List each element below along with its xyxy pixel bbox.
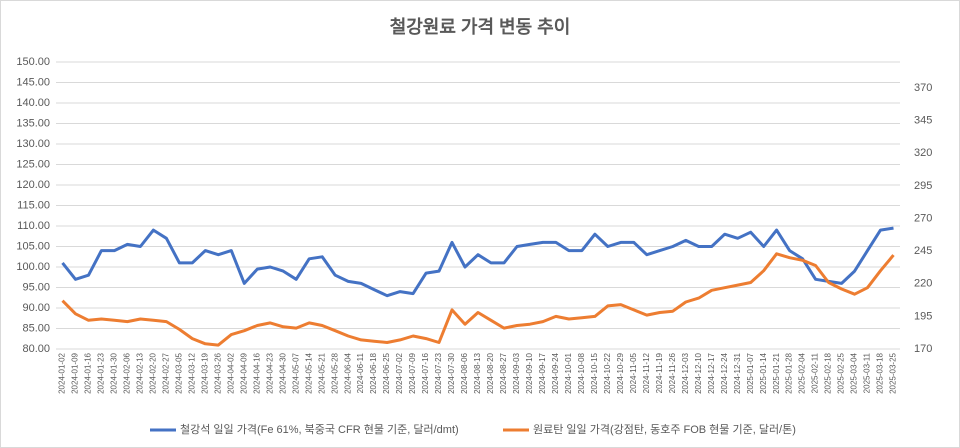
x-tick-label: 2024-10-01: [564, 352, 573, 393]
x-tick-label: 2024-04-09: [239, 352, 248, 393]
x-tick-label: 2024-07-09: [408, 352, 417, 393]
x-tick-label: 2024-01-02: [58, 352, 67, 393]
x-tick-label: 2024-10-08: [577, 352, 586, 393]
y-tick-label: 105.00: [16, 240, 50, 252]
x-tick-label: 2024-12-24: [720, 352, 729, 393]
x-tick-label: 2025-02-18: [824, 352, 833, 393]
x-tick-label: 2024-12-03: [681, 352, 690, 393]
y2-tick-label: 270: [914, 212, 932, 224]
y2-tick-label: 245: [914, 245, 932, 257]
y2-tick-label: 345: [914, 115, 932, 127]
y-tick-label: 85.00: [22, 322, 50, 334]
x-tick-label: 2025-02-11: [811, 352, 820, 393]
y-tick-label: 90.00: [22, 302, 50, 314]
x-tick-label: 2024-03-05: [174, 352, 183, 393]
legend-label: 원료탄 일일 가격(강점탄, 동호주 FOB 현물 기준, 달러/톤): [533, 422, 796, 436]
x-tick-label: 2024-06-25: [382, 352, 391, 393]
x-tick-label: 2024-04-02: [226, 352, 235, 393]
x-tick-label: 2024-09-17: [538, 352, 547, 393]
x-tick-label: 2024-10-22: [603, 352, 612, 393]
y-tick-label: 140.00: [16, 97, 50, 109]
x-tick-label: 2024-08-27: [499, 352, 508, 393]
x-tick-label: 2024-05-14: [304, 352, 313, 393]
y-tick-label: 95.00: [22, 281, 50, 293]
y2-tick-label: 220: [914, 278, 932, 290]
x-tick-label: 2025-03-25: [889, 352, 898, 393]
x-tick-label: 2025-01-28: [785, 352, 794, 393]
y-tick-label: 110.00: [17, 220, 50, 232]
x-tick-label: 2024-04-30: [278, 352, 287, 393]
y-tick-label: 80.00: [22, 343, 50, 355]
x-tick-label: 2025-03-18: [876, 352, 885, 393]
x-tick-label: 2024-01-30: [110, 352, 119, 393]
x-tick-label: 2025-01-14: [759, 352, 768, 393]
x-tick-label: 2024-11-12: [642, 352, 651, 393]
x-tick-label: 2024-10-15: [590, 352, 599, 393]
x-tick-label: 2024-02-27: [161, 352, 170, 393]
x-tick-label: 2024-09-24: [551, 352, 560, 393]
x-tick-label: 2024-09-10: [525, 352, 534, 393]
x-tick-label: 2024-08-13: [473, 352, 482, 393]
x-tick-label: 2024-06-04: [343, 352, 352, 393]
y-tick-label: 120.00: [16, 179, 50, 191]
x-tick-label: 2024-12-10: [694, 352, 703, 393]
series-line: [61, 252, 895, 347]
x-tick-label: 2024-05-07: [291, 352, 300, 393]
x-tick-label: 2024-03-12: [187, 352, 196, 393]
x-tick-label: 2024-03-19: [200, 352, 209, 393]
legend-label: 철강석 일일 가격(Fe 61%, 북중국 CFR 현물 기준, 달러/dmt): [180, 422, 459, 436]
x-tick-label: 2025-01-07: [746, 352, 755, 393]
y2-tick-label: 295: [914, 180, 932, 192]
x-tick-label: 2024-08-06: [460, 352, 469, 393]
y2-tick-label: 320: [914, 147, 932, 159]
x-tick-label: 2024-01-16: [84, 352, 93, 393]
x-tick-label: 2025-02-04: [798, 352, 807, 393]
y-tick-label: 130.00: [16, 138, 50, 150]
x-tick-label: 2024-04-23: [265, 352, 274, 393]
x-tick-label: 2024-05-28: [330, 352, 339, 393]
y-tick-label: 145.00: [16, 76, 50, 88]
x-tick-label: 2024-11-26: [668, 352, 677, 393]
series-line: [61, 226, 894, 298]
y2-tick-label: 370: [914, 82, 932, 94]
x-tick-label: 2024-12-17: [707, 352, 716, 393]
x-tick-label: 2024-07-23: [434, 352, 443, 393]
x-tick-label: 2024-10-29: [616, 352, 625, 393]
y-tick-label: 135.00: [16, 117, 50, 129]
x-tick-label: 2025-01-21: [772, 352, 781, 393]
x-tick-label: 2024-06-11: [356, 352, 365, 393]
x-tick-label: 2025-03-04: [850, 352, 859, 393]
x-tick-label: 2024-11-19: [655, 352, 664, 393]
x-tick-label: 2024-02-20: [148, 352, 157, 393]
y-tick-label: 125.00: [16, 158, 50, 170]
x-tick-label: 2024-01-23: [97, 352, 106, 393]
y2-tick-label: 170: [914, 343, 932, 355]
y-tick-label: 150.00: [16, 56, 50, 68]
x-tick-label: 2024-07-02: [395, 352, 404, 393]
y2-tick-label: 195: [914, 310, 932, 322]
x-tick-label: 2024-04-16: [252, 352, 261, 393]
x-tick-label: 2024-02-13: [136, 352, 145, 393]
y-tick-label: 100.00: [16, 261, 50, 273]
x-tick-label: 2024-09-03: [512, 352, 521, 393]
x-tick-label: 2024-12-31: [733, 352, 742, 393]
x-tick-label: 2024-02-06: [123, 352, 132, 393]
x-tick-label: 2025-02-25: [837, 352, 846, 393]
x-tick-label: 2024-11-05: [629, 352, 638, 393]
x-tick-label: 2024-05-21: [317, 352, 326, 393]
y-tick-label: 115.00: [17, 199, 50, 211]
x-tick-label: 2024-01-09: [71, 352, 80, 393]
chart-title: 철강원료 가격 변동 추이: [390, 17, 571, 37]
x-tick-label: 2024-07-16: [421, 352, 430, 393]
x-tick-label: 2024-03-26: [213, 352, 222, 393]
x-tick-label: 2024-07-30: [447, 352, 456, 393]
x-tick-label: 2024-06-18: [369, 352, 378, 393]
x-tick-label: 2024-08-20: [486, 352, 495, 393]
x-tick-label: 2025-03-11: [863, 352, 872, 393]
